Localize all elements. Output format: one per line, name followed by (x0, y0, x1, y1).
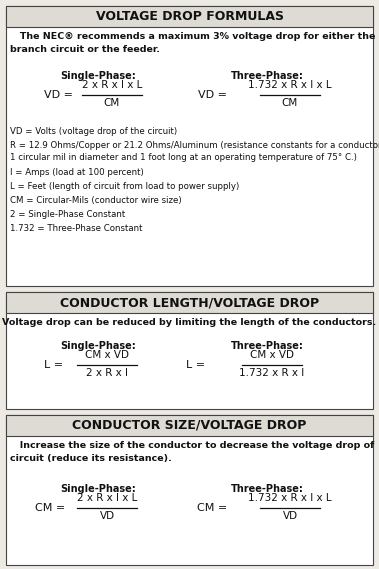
Text: 1.732 x R x I: 1.732 x R x I (240, 368, 305, 378)
Text: I = Amps (load at 100 percent): I = Amps (load at 100 percent) (10, 168, 144, 177)
Text: CM: CM (282, 98, 298, 108)
Text: 2 = Single-Phase Constant: 2 = Single-Phase Constant (10, 210, 125, 219)
Text: L = Feet (length of circuit from load to power supply): L = Feet (length of circuit from load to… (10, 182, 239, 191)
Bar (6, 6, 373, 27)
Text: CM = Circular-Mils (conductor wire size): CM = Circular-Mils (conductor wire size) (10, 196, 182, 205)
Text: VD =: VD = (198, 90, 227, 100)
Text: VD =: VD = (44, 90, 73, 100)
Text: VD = Volts (voltage drop of the circuit): VD = Volts (voltage drop of the circuit) (10, 127, 177, 136)
Text: Single-Phase:: Single-Phase: (60, 484, 136, 494)
Text: 1.732 x R x I x L: 1.732 x R x I x L (248, 493, 332, 503)
Text: 2 x R x I x L: 2 x R x I x L (82, 80, 142, 90)
Text: CM x VD: CM x VD (250, 350, 294, 360)
Bar (6, 6, 373, 286)
Text: VD: VD (99, 511, 114, 521)
Text: The NEC® recommends a maximum 3% voltage drop for either the
branch circuit or t: The NEC® recommends a maximum 3% voltage… (10, 32, 375, 53)
Text: Three-Phase:: Three-Phase: (230, 484, 304, 494)
Text: R = 12.9 Ohms/Copper or 21.2 Ohms/Aluminum (resistance constants for a conductor: R = 12.9 Ohms/Copper or 21.2 Ohms/Alumin… (10, 141, 379, 162)
Bar (6, 415, 373, 436)
Text: CONDUCTOR LENGTH/VOLTAGE DROP: CONDUCTOR LENGTH/VOLTAGE DROP (60, 296, 319, 309)
Bar (6, 415, 373, 565)
Text: 1.732 x R x I x L: 1.732 x R x I x L (248, 80, 332, 90)
Text: L =: L = (44, 360, 63, 370)
Text: L =: L = (186, 360, 205, 370)
Text: Single-Phase:: Single-Phase: (60, 341, 136, 351)
Text: CM: CM (104, 98, 120, 108)
Text: Three-Phase:: Three-Phase: (230, 341, 304, 351)
Text: CM =: CM = (197, 503, 227, 513)
Text: 1.732 = Three-Phase Constant: 1.732 = Three-Phase Constant (10, 224, 143, 233)
Text: Voltage drop can be reduced by limiting the length of the conductors.: Voltage drop can be reduced by limiting … (2, 318, 377, 327)
Text: 2 x R x I: 2 x R x I (86, 368, 128, 378)
Text: Increase the size of the conductor to decrease the voltage drop of
circuit (redu: Increase the size of the conductor to de… (10, 441, 374, 463)
Text: Three-Phase:: Three-Phase: (230, 71, 304, 81)
Text: CM =: CM = (35, 503, 65, 513)
Text: VOLTAGE DROP FORMULAS: VOLTAGE DROP FORMULAS (96, 10, 283, 23)
Text: CONDUCTOR SIZE/VOLTAGE DROP: CONDUCTOR SIZE/VOLTAGE DROP (72, 419, 307, 432)
Text: 2 x R x I x L: 2 x R x I x L (77, 493, 137, 503)
Text: VD: VD (282, 511, 298, 521)
Text: Single-Phase:: Single-Phase: (60, 71, 136, 81)
Bar (6, 292, 373, 409)
Bar (6, 292, 373, 313)
Text: CM x VD: CM x VD (85, 350, 129, 360)
